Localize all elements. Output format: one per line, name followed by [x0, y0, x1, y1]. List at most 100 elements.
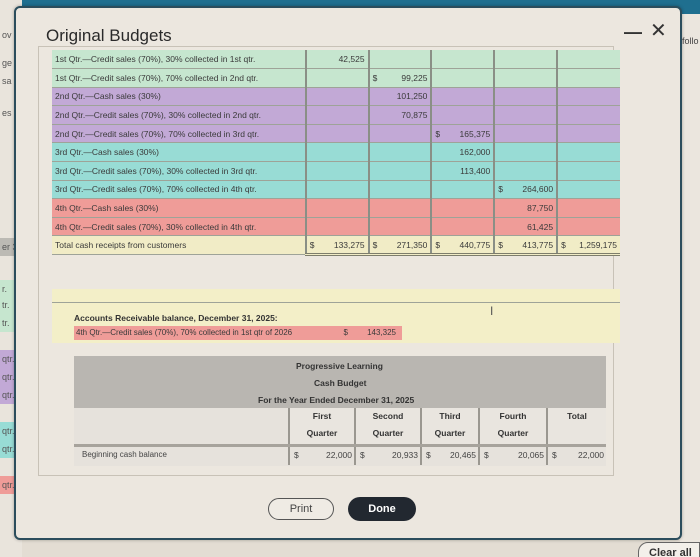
ar-value: 143,325 — [367, 328, 396, 337]
q1-cell — [304, 180, 369, 200]
total-cell — [556, 198, 620, 218]
column-header-q2: Second Quarter — [354, 408, 420, 444]
q3-cell — [430, 180, 495, 200]
q1-cell — [304, 217, 369, 237]
accounts-receivable-section: Accounts Receivable balance, December 31… — [52, 289, 620, 343]
total-row: Total cash receipts from customers $133,… — [52, 235, 620, 256]
ar-currency: $ — [343, 328, 348, 337]
total-cell — [556, 68, 620, 88]
q2-total: $271,350 — [367, 235, 432, 256]
table-row: 2nd Qtr.—Cash sales (30%) 101,250 — [52, 87, 620, 107]
table-row: 4th Qtr.—Cash sales (30%) 87,750 — [52, 198, 620, 218]
column-header-q1: First Quarter — [288, 408, 354, 444]
q2-cell — [367, 161, 432, 181]
q3-cell — [430, 87, 495, 107]
row-label: 2nd Qtr.—Credit sales (70%), 70% collect… — [52, 124, 306, 144]
ar-row: 4th Qtr.—Credit sales (70%), 70% collect… — [74, 326, 402, 340]
table-row: 2nd Qtr.—Credit sales (70%), 70% collect… — [52, 124, 620, 144]
q2-cell — [367, 50, 432, 70]
q4-cell — [493, 124, 558, 144]
table-row: 2nd Qtr.—Credit sales (70%), 30% collect… — [52, 105, 620, 125]
q4-cell: 61,425 — [493, 217, 558, 237]
total-cell — [556, 142, 620, 163]
row-label: Total cash receipts from customers — [52, 235, 306, 256]
bg-fragment: es — [2, 108, 12, 118]
print-button[interactable]: Print — [268, 498, 334, 520]
q1-cell — [304, 161, 369, 181]
content-frame — [38, 46, 614, 476]
row-label: Beginning cash balance — [82, 450, 167, 459]
total-cell — [556, 50, 620, 70]
q1-cell — [304, 142, 369, 163]
q3-cell — [430, 105, 495, 125]
q4-cell: $20,065 — [478, 447, 546, 465]
minimize-icon[interactable]: — — [624, 22, 642, 42]
table-row: 1st Qtr.—Credit sales (70%), 70% collect… — [52, 68, 620, 88]
q2-cell: 70,875 — [367, 105, 432, 125]
bg-fragment: sa — [2, 76, 12, 86]
q2-cell — [367, 142, 432, 163]
q2-cell — [367, 217, 432, 237]
company-name: Progressive Learning — [296, 361, 383, 371]
bg-fragment: follo — [682, 36, 699, 46]
cash-budget-header — [74, 356, 606, 408]
q1-cell: 42,525 — [304, 50, 369, 70]
table-row: 3rd Qtr.—Cash sales (30%) 162,000 — [52, 142, 620, 163]
q4-cell — [493, 50, 558, 70]
clear-all-button[interactable]: Clear all — [638, 542, 700, 557]
total-cell: $22,000 — [546, 447, 606, 465]
q4-cell — [493, 161, 558, 181]
row-label: 4th Qtr.—Cash sales (30%) — [52, 198, 306, 218]
total-cell — [556, 180, 620, 200]
q1-cell — [304, 105, 369, 125]
done-button[interactable]: Done — [348, 497, 416, 521]
q2-cell — [367, 124, 432, 144]
q1-total: $133,275 — [304, 235, 369, 256]
cash-budget: Progressive Learning Cash Budget For the… — [74, 356, 606, 466]
q3-cell — [430, 68, 495, 88]
total-cell — [556, 105, 620, 125]
bg-fragment: ge — [2, 58, 13, 68]
q4-cell — [493, 105, 558, 125]
close-icon[interactable]: ✕ — [650, 20, 667, 42]
table-row: 3rd Qtr.—Credit sales (70%), 30% collect… — [52, 161, 620, 181]
row-label: 4th Qtr.—Credit sales (70%), 30% collect… — [52, 217, 306, 237]
row-label: 2nd Qtr.—Credit sales (70%), 30% collect… — [52, 105, 306, 125]
total-cell — [556, 87, 620, 107]
q2-cell: $99,225 — [367, 68, 432, 88]
q4-total: $413,775 — [493, 235, 558, 256]
table-row: 4th Qtr.—Credit sales (70%), 30% collect… — [52, 217, 620, 237]
q3-total: $440,775 — [430, 235, 495, 256]
background-page-right: follo — [680, 14, 700, 557]
table-row: 1st Qtr.—Credit sales (70%), 30% collect… — [52, 50, 620, 70]
total-cell — [556, 161, 620, 181]
ar-title: Accounts Receivable balance, December 31… — [74, 313, 278, 323]
q2-cell — [367, 198, 432, 218]
row-label: 2nd Qtr.—Cash sales (30%) — [52, 87, 306, 107]
q1-cell: $22,000 — [288, 447, 354, 465]
row-label: 3rd Qtr.—Credit sales (70%), 70% collect… — [52, 180, 306, 200]
q1-cell — [304, 87, 369, 107]
row-label: 3rd Qtr.—Cash sales (30%) — [52, 142, 306, 163]
row-label: 1st Qtr.—Credit sales (70%), 70% collect… — [52, 68, 306, 88]
q3-cell: 162,000 — [430, 142, 495, 163]
column-header-q4: Fourth Quarter — [478, 408, 546, 444]
year-total: $1,259,175 — [556, 235, 620, 256]
divider — [52, 289, 620, 303]
q2-cell: 101,250 — [367, 87, 432, 107]
q2-cell — [367, 180, 432, 200]
bg-fragment: ov — [2, 30, 12, 40]
table-row: 3rd Qtr.—Credit sales (70%), 70% collect… — [52, 180, 620, 200]
q3-cell — [430, 198, 495, 218]
report-name: Cash Budget — [314, 378, 367, 388]
row-label: 3rd Qtr.—Credit sales (70%), 30% collect… — [52, 161, 306, 181]
q4-cell: $264,600 — [493, 180, 558, 200]
q4-cell: 87,750 — [493, 198, 558, 218]
dialog-title: Original Budgets — [46, 26, 172, 45]
row-label: 1st Qtr.—Credit sales (70%), 30% collect… — [52, 50, 306, 70]
q1-cell — [304, 124, 369, 144]
column-header-total: Total — [546, 408, 606, 444]
q1-cell — [304, 68, 369, 88]
total-cell — [556, 217, 620, 237]
q3-cell: $165,375 — [430, 124, 495, 144]
